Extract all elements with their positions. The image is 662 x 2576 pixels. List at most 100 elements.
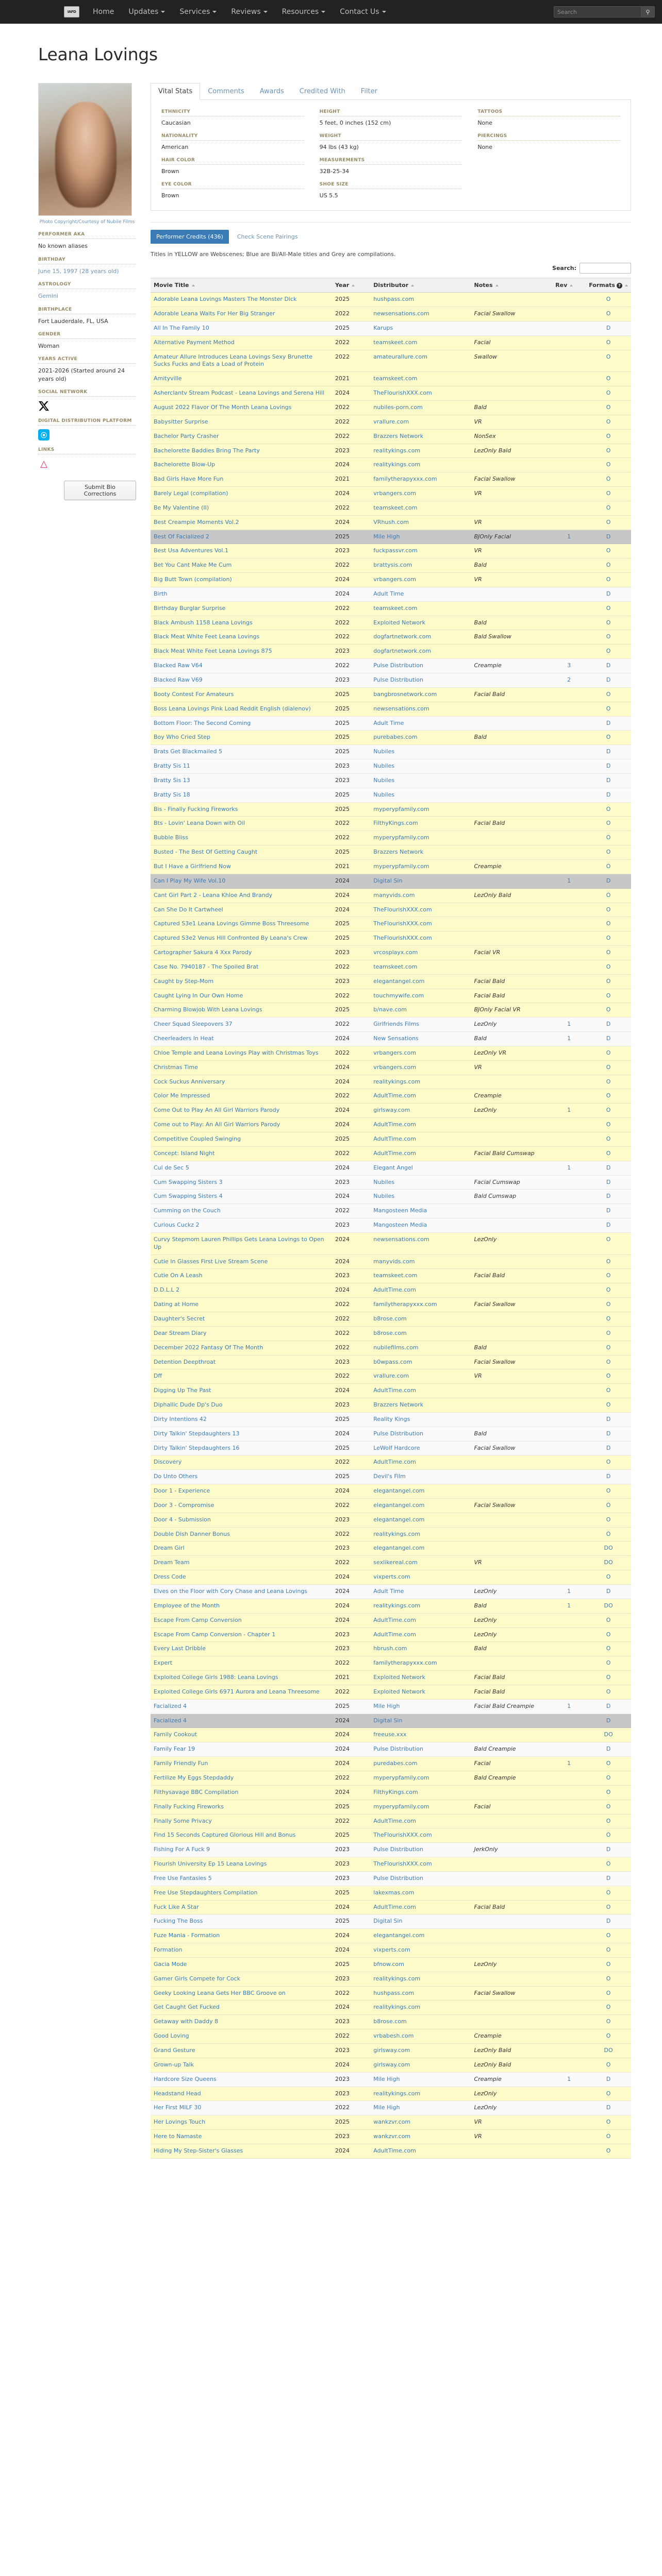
cell-rev[interactable] [552,1204,586,1219]
movie-title-link[interactable]: Free Use Stepdaughters Compilation [154,1889,258,1896]
distributor-link[interactable]: manyvids.com [373,1258,415,1265]
cell-rev[interactable]: 1 [552,1161,586,1176]
table-row[interactable]: Captured S3e1 Leana Lovings Gimme Boss T… [151,917,631,932]
distributor-link[interactable]: Nubiles [373,1193,395,1200]
movie-title-link[interactable]: Bet You Cant Make Me Cum [154,562,232,569]
distributor-link[interactable]: Mile High [373,2104,400,2111]
table-row[interactable]: Cutie In Glasses First Live Stream Scene… [151,1255,631,1269]
cell-rev[interactable] [552,587,586,602]
tab-filter[interactable]: Filter [360,88,377,96]
distributor-link[interactable]: familytherapyxxx.com [373,1659,437,1667]
column-header-year[interactable]: Year [332,278,371,293]
cell-rev[interactable] [552,1857,586,1872]
table-row[interactable]: Diphallic Dude Dp's Duo 2023 Brazzers Netw… [151,1398,631,1413]
movie-title-link[interactable]: Concept: Island Night [154,1149,215,1157]
movie-title-link[interactable]: Cutie In Glasses First Live Stream Scene [154,1258,268,1265]
movie-title-link[interactable]: Babysitter Surprise [154,418,208,425]
movie-title-link[interactable]: Christmas Time [154,1063,198,1071]
table-row[interactable]: Filthysavage BBC Compilation 2024 FilthyKi… [151,1785,631,1800]
movie-title-link[interactable]: Daughter's Secret [154,1315,205,1322]
table-row[interactable]: Free Use Fantasies 5 2023 Pulse Distributi… [151,1871,631,1886]
movie-title-link[interactable]: Bachelor Party Crasher [154,432,219,439]
distributor-link[interactable]: fuckpassvr.com [373,547,418,554]
cell-rev[interactable] [552,1742,586,1757]
movie-title-link[interactable]: Door 3 - Compromise [154,1501,214,1509]
distributor-link[interactable]: manyvids.com [373,891,415,899]
distributor-link[interactable]: Karups [373,324,393,331]
cell-rev[interactable] [552,1871,586,1886]
distributor-link[interactable]: vrcosplayx.com [373,949,418,956]
cell-rev[interactable] [552,1175,586,1190]
movie-title-link[interactable]: Hardcore Size Queens [154,2075,217,2082]
distributor-link[interactable]: purebabes.com [373,734,418,741]
table-row[interactable]: Detention Deepthroat 2023 b0wpass.com Facia… [151,1355,631,1370]
onlyfans-icon[interactable]: ⦿ [38,429,49,441]
table-row[interactable]: Finally Some Privacy 2022 AdultTime.com O [151,1814,631,1829]
cell-rev[interactable] [552,716,586,731]
movie-title-link[interactable]: Black Meat White Feet Leana Lovings 875 [154,648,272,655]
table-row[interactable]: Cumming on the Couch 2022 Mangosteen Media… [151,1204,631,1219]
distributor-link[interactable]: Devil's Film [373,1473,406,1480]
table-row[interactable]: Blacked Raw V64 2022 Pulse Distribution Cre… [151,658,631,673]
table-row[interactable]: Exploited College Girls 6971 Aurora and … [151,1685,631,1700]
column-header-distributor[interactable]: Distributor [370,278,471,293]
movie-title-link[interactable]: Employee of the Month [154,1602,220,1609]
cell-rev[interactable] [552,1146,586,1161]
distributor-link[interactable]: teamskeet.com [373,504,418,511]
distributor-link[interactable]: Mile High [373,533,400,540]
cell-rev[interactable] [552,1398,586,1413]
table-row[interactable]: Hardcore Size Queens 2023 Mile High Creampi… [151,2072,631,2087]
cell-rev[interactable]: 1 [552,1103,586,1118]
column-header-formats[interactable]: Formats? [586,278,631,293]
cell-rev[interactable] [552,1498,586,1513]
movie-title-link[interactable]: Busted - The Best Of Getting Caught [154,849,258,856]
distributor-link[interactable]: Exploited Network [373,619,426,626]
movie-title-link[interactable]: Cheer Squad Sleepovers 37 [154,1021,233,1028]
movie-title-link[interactable]: Fishing For A Fuck 9 [154,1846,210,1853]
table-row[interactable]: Chloe Temple and Leana Lovings Play with… [151,1046,631,1061]
distributor-link[interactable]: myperypfamily.com [373,1803,429,1810]
movie-title-link[interactable]: Birthday Burglar Surprise [154,604,226,612]
cell-rev[interactable] [552,292,586,308]
table-row[interactable]: Caught by Step-Mom 2023 elegantangel.com Fa… [151,974,631,989]
movie-title-link[interactable]: Bachelorette Baddies Bring The Party [154,447,260,454]
distributor-link[interactable]: AdultTime.com [373,1121,416,1128]
movie-title-link[interactable]: Free Use Fantasies 5 [154,1874,212,1882]
table-row[interactable]: Dream Team 2022 sexlikereal.com VR DO [151,1555,631,1571]
distributor-link[interactable]: Pulse Distribution [373,1846,423,1853]
distributor-link[interactable]: girlsway.com [373,2061,410,2068]
nav-item-updates[interactable]: Updates [128,8,166,16]
cell-rev[interactable] [552,1986,586,2001]
cell-rev[interactable] [552,1670,586,1685]
cell-rev[interactable] [552,1628,586,1642]
distributor-link[interactable]: teamskeet.com [373,375,418,382]
table-row[interactable]: Adorable Leana Waits For Her Big Strange… [151,307,631,321]
movie-title-link[interactable]: Diphallic Dude Dp's Duo [154,1401,223,1409]
table-row[interactable]: Caught Lying In Our Own Home 2022 touchmyw… [151,989,631,1004]
cell-rev[interactable] [552,644,586,659]
movie-title-link[interactable]: Alternative Payment Method [154,338,235,346]
cell-rev[interactable] [552,1914,586,1929]
check-scene-pairings-link[interactable]: Check Scene Pairings [237,233,298,241]
distributor-link[interactable]: Digital Sin [373,1918,403,1925]
table-row[interactable]: Come out to Play: An All Girl Warriors P… [151,1117,631,1132]
movie-title-link[interactable]: Adorable Leana Waits For Her Big Strange… [154,310,275,317]
table-row[interactable]: Black Ambush 1158 Leana Lovings 2022 Explo… [151,616,631,631]
movie-title-link[interactable]: Bts - Lovin' Leana Down with Oil [154,820,245,827]
movie-title-link[interactable]: Captured S3e1 Leana Lovings Gimme Boss T… [154,920,309,927]
table-row[interactable]: Be My Valentine (II) 2022 teamskeet.com O [151,501,631,516]
cell-rev[interactable] [552,759,586,774]
movie-title-link[interactable]: Geeky Looking Leana Gets Her BBC Groove … [154,1989,286,1996]
distributor-link[interactable]: b8rose.com [373,1315,407,1322]
table-row[interactable]: Bratty Sis 13 2023 Nubiles D [151,773,631,788]
table-row[interactable]: Exploited College Girls 1988: Leana Lovi… [151,1670,631,1685]
table-row[interactable]: Curvy Stepmom Lauren Phillips Gets Leana… [151,1232,631,1255]
cell-rev[interactable] [552,1570,586,1585]
cell-rev[interactable] [552,558,586,573]
distributor-link[interactable]: vixperts.com [373,1573,410,1581]
movie-title-link[interactable]: Grown-up Talk [154,2061,194,2068]
cell-rev[interactable] [552,2000,586,2015]
movie-title-link[interactable]: Finally Some Privacy [154,1817,212,1824]
cell-rev[interactable] [552,1785,586,1800]
cell-rev[interactable] [552,2144,586,2159]
